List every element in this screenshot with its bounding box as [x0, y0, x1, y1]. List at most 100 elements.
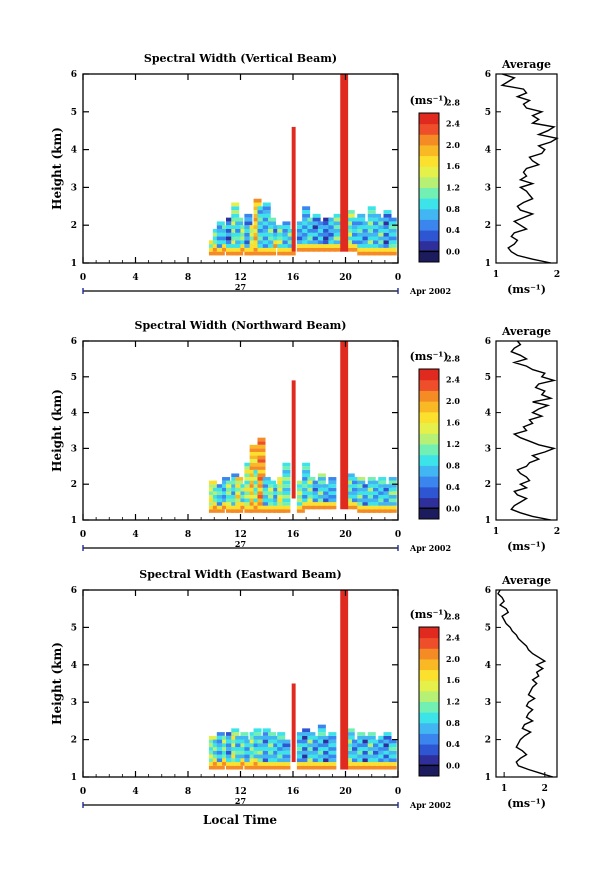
heatmap-cell [357, 747, 366, 751]
heatmap-cell [383, 491, 392, 495]
colorbar-tick-label: 0.0 [446, 760, 460, 770]
heatmap-cell [378, 491, 387, 495]
x-tick-label: 8 [185, 530, 191, 540]
heatmap-cell [378, 739, 387, 744]
average-unit-label: (ms⁻¹) [507, 540, 546, 553]
panel-title: Spectral Width (Vertical Beam) [144, 52, 337, 65]
heatmap-cell [346, 484, 355, 488]
heatmap-cell [282, 743, 291, 748]
x-tick-label: 4 [132, 273, 138, 283]
heatmap-cell [352, 236, 360, 241]
average-y-tick-label: 3 [485, 444, 491, 454]
colorbar-tick-label: 2.8 [446, 353, 460, 363]
heatmap-cell [277, 498, 286, 503]
x-tick-label: 0 [395, 787, 401, 797]
heatmap-cell [216, 225, 225, 229]
heatmap-cell [367, 509, 376, 513]
heatmap-cell [346, 217, 355, 222]
heatmap-cell [333, 236, 342, 241]
heatmap-cell [357, 477, 366, 481]
heatmap-cell [282, 502, 291, 506]
heatmap-column [268, 480, 276, 513]
colorbar-tick-label: 0.4 [446, 739, 460, 749]
heatmap-cell [277, 232, 286, 237]
colorbar-swatch [419, 166, 439, 178]
heatmap-spike [291, 126, 296, 252]
heatmap-column [226, 480, 234, 513]
heatmap-cell [323, 762, 332, 766]
heatmap-cell [302, 505, 311, 510]
heatmap-cell [307, 217, 316, 222]
colorbar-swatch [419, 454, 439, 466]
heatmap-cell [257, 247, 266, 252]
heatmap-cell [352, 494, 360, 499]
heatmap-cell [216, 491, 225, 495]
heatmap-cell [257, 437, 266, 442]
heatmap-cell [244, 251, 253, 256]
colorbar-tick-label: 1.6 [446, 675, 460, 685]
colorbar-swatch [419, 669, 439, 681]
heatmap-cell [357, 491, 366, 495]
heatmap-cell [378, 477, 387, 481]
heatmap-spike [340, 590, 349, 770]
colorbar-swatch [419, 637, 439, 649]
heatmap-cell [373, 743, 381, 748]
heatmap-cell [312, 221, 321, 226]
colorbar-swatch [419, 744, 439, 756]
heatmap-cell [307, 221, 316, 226]
heatmap-cell [328, 758, 337, 763]
y-tick-label: 4 [71, 146, 77, 156]
heatmap-cell [323, 484, 332, 488]
heatmap-column [383, 732, 392, 770]
heatmap-column [328, 217, 337, 252]
heatmap-cell [333, 247, 342, 252]
heatmap-column [307, 732, 316, 770]
heatmap-column [378, 735, 387, 770]
heatmap-cell [388, 498, 397, 503]
heatmap-cell [282, 739, 291, 744]
x-tick-label: 0 [80, 530, 86, 540]
heatmap-cell [323, 247, 332, 252]
heatmap-cell [282, 765, 291, 770]
heatmap-cell [235, 236, 244, 241]
heatmap-cell [367, 206, 376, 211]
heatmap-cell [226, 251, 234, 256]
heatmap-cell [216, 502, 225, 506]
heatmap-cell [226, 244, 234, 248]
heatmap-cell [367, 251, 376, 256]
colorbar-swatch [419, 208, 439, 220]
heatmap-column [235, 477, 244, 513]
heatmap-cell [244, 743, 253, 748]
heatmap-column [362, 221, 371, 256]
y-tick-label: 2 [71, 221, 77, 231]
heatmap-cell [216, 739, 225, 744]
heatmap-cell [296, 240, 305, 245]
average-y-tick-label: 2 [485, 736, 491, 746]
heatmap-cell [257, 206, 266, 211]
heatmap-cell [333, 213, 342, 218]
heatmap-cell [378, 225, 387, 229]
heatmap-cell [388, 251, 397, 256]
heatmap-cell [352, 232, 360, 237]
colorbar-swatch [419, 230, 439, 242]
heatmap-cell [383, 762, 392, 766]
heatmap-cell [352, 743, 360, 748]
heatmap-cell [216, 754, 225, 759]
heatmap-cell [352, 505, 360, 510]
heatmap-cell [302, 743, 311, 748]
heatmap-cell [307, 758, 316, 763]
heatmap-column [226, 217, 234, 256]
heatmap-cell [357, 251, 366, 256]
average-y-tick-label: 2 [485, 480, 491, 490]
heatmap-cell [235, 747, 244, 751]
x-tick-label: 0 [80, 787, 86, 797]
heatmap-cell [317, 502, 326, 506]
heatmap-cell [328, 502, 337, 506]
heatmap-cell [226, 232, 234, 237]
heatmap-cell [296, 505, 305, 510]
colorbar-frame [418, 626, 440, 777]
heatmap-cell [282, 505, 291, 510]
heatmap-cell [383, 494, 392, 499]
colorbar-swatch [419, 401, 439, 413]
heatmap-cell [222, 477, 231, 481]
